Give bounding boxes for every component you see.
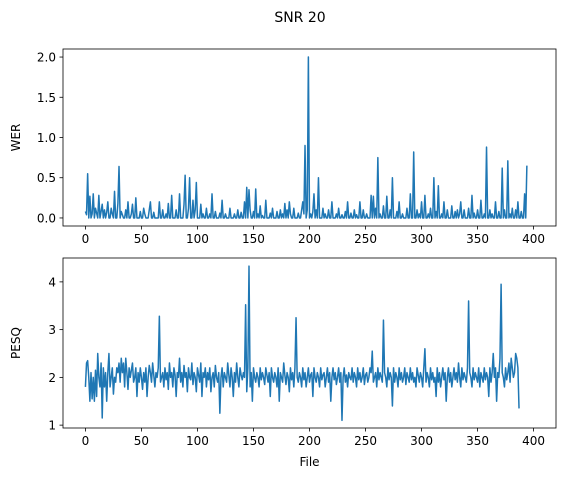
x-tick-label: 0 — [82, 232, 90, 246]
x-tick-label: 200 — [298, 434, 321, 448]
x-tick-label: 50 — [134, 434, 149, 448]
x-tick-label: 250 — [354, 232, 377, 246]
x-axis-label: File — [299, 455, 319, 469]
y-tick-label: 2 — [48, 371, 56, 385]
x-tick-label: 100 — [186, 434, 209, 448]
y-tick-label: 2.0 — [37, 51, 56, 65]
x-tick-label: 200 — [298, 232, 321, 246]
x-tick-label: 300 — [410, 232, 433, 246]
y-tick-label: 1.0 — [37, 131, 56, 145]
x-tick-label: 400 — [522, 232, 545, 246]
x-tick-label: 150 — [242, 434, 265, 448]
y-tick-label: 0.0 — [37, 211, 56, 225]
y-tick-label: 0.5 — [37, 171, 56, 185]
x-tick-label: 350 — [466, 434, 489, 448]
x-tick-label: 0 — [82, 434, 90, 448]
series-line — [84, 265, 520, 422]
y-axis-label: WER — [9, 124, 23, 152]
x-tick-label: 300 — [410, 434, 433, 448]
y-tick-label: 3 — [48, 323, 56, 337]
x-tick-label: 400 — [522, 434, 545, 448]
y-tick-label: 1.5 — [37, 91, 56, 105]
x-tick-label: 50 — [134, 232, 149, 246]
series-line — [84, 56, 528, 219]
x-tick-label: 100 — [186, 232, 209, 246]
x-tick-label: 150 — [242, 232, 265, 246]
y-tick-label: 1 — [48, 419, 56, 433]
figure-title: SNR 20 — [274, 10, 325, 26]
y-tick-label: 4 — [48, 275, 56, 289]
plot-wer: 0 50 100 150 200 250 300 350 400 0.0 0.5 1.0 1.5 2.0 W… — [9, 48, 557, 246]
x-tick-label: 250 — [354, 434, 377, 448]
plot-pesq: 0 50 100 150 200 250 300 350 400 1 2 3 4 PESQ File — [9, 257, 557, 469]
y-axis-label: PESQ — [9, 327, 23, 359]
x-tick-label: 350 — [466, 232, 489, 246]
